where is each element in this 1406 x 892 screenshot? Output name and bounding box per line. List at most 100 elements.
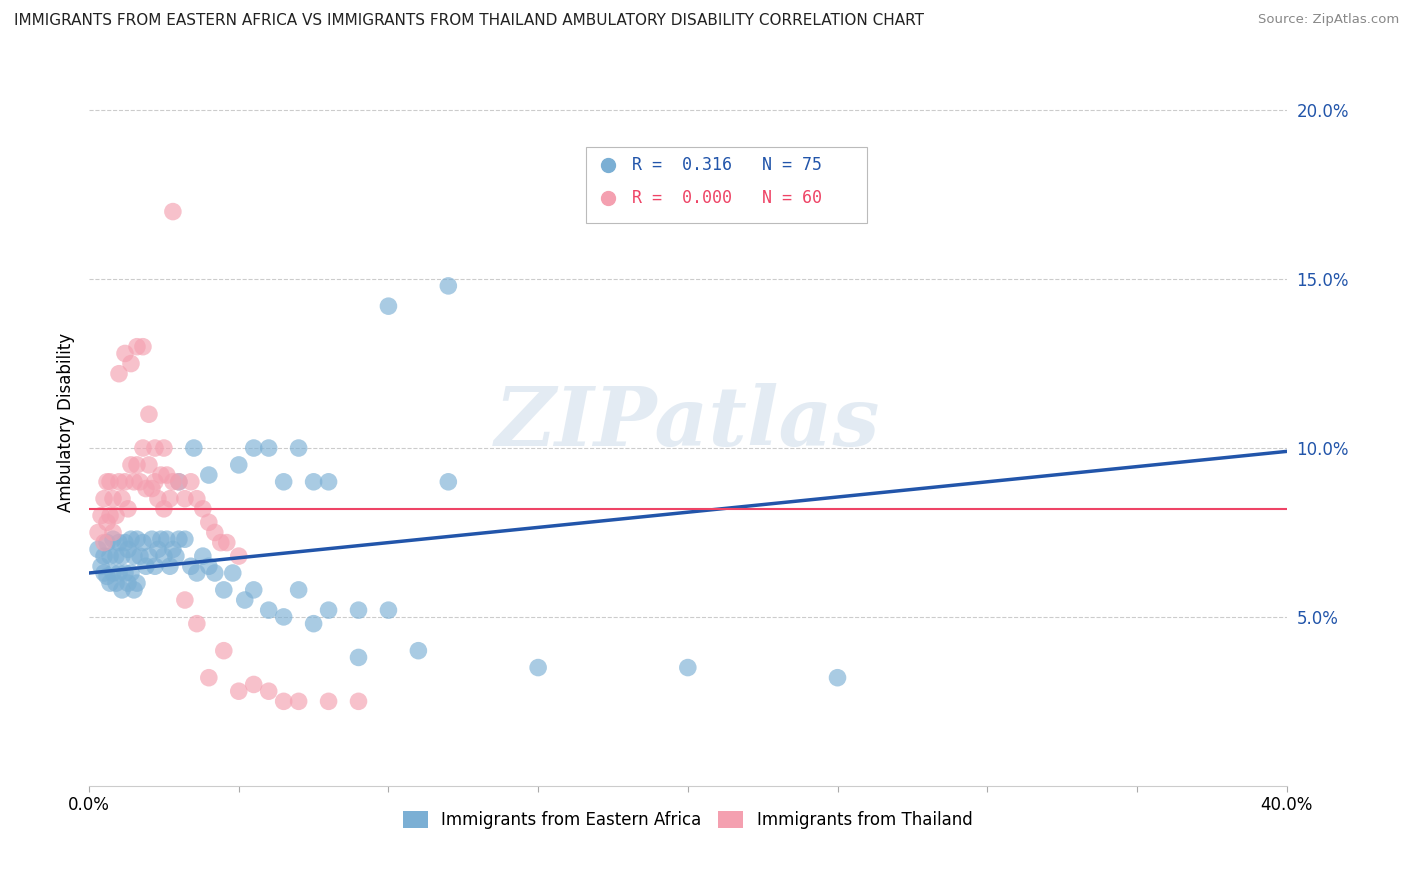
Point (120, 458, 142, 472)
Point (676, 660, 699, 674)
Point (318, 475, 340, 489)
Point (273, 610, 295, 624)
Text: ZIPatlas: ZIPatlas (495, 383, 880, 463)
Point (114, 535, 136, 549)
Point (162, 204, 184, 219)
Point (122, 549, 145, 563)
Point (287, 441, 309, 455)
Point (135, 482, 157, 496)
Point (129, 475, 152, 489)
Point (159, 559, 181, 574)
Point (111, 549, 134, 563)
Point (180, 475, 202, 489)
Point (257, 603, 280, 617)
Point (141, 482, 163, 496)
Point (132, 340, 155, 354)
Point (98, 508, 121, 523)
Point (93, 535, 115, 549)
Point (108, 566, 131, 580)
Point (318, 603, 340, 617)
Point (87, 542, 110, 557)
Point (228, 549, 250, 563)
Point (162, 475, 184, 489)
Point (93, 491, 115, 506)
Point (117, 542, 139, 557)
Point (98, 549, 121, 563)
Point (135, 559, 157, 574)
Point (149, 533, 172, 547)
Point (87, 525, 110, 540)
Point (98, 576, 121, 591)
Point (408, 643, 430, 657)
Point (273, 475, 295, 489)
Point (198, 671, 221, 685)
Point (215, 535, 238, 549)
Point (117, 501, 139, 516)
Point (96, 475, 118, 489)
Point (108, 367, 131, 381)
Point (120, 533, 142, 547)
Point (93, 566, 115, 580)
Point (153, 501, 176, 516)
Point (122, 582, 145, 597)
Point (186, 491, 208, 506)
Point (233, 593, 256, 607)
Point (212, 582, 235, 597)
Point (212, 643, 235, 657)
Point (165, 549, 187, 563)
Point (183, 441, 205, 455)
FancyBboxPatch shape (586, 147, 868, 223)
Point (146, 491, 169, 506)
Point (273, 694, 295, 708)
Point (149, 468, 172, 483)
Point (101, 566, 124, 580)
Point (138, 549, 160, 563)
Point (114, 475, 136, 489)
Point (132, 441, 155, 455)
Point (96, 535, 118, 549)
Point (101, 525, 124, 540)
Point (186, 566, 208, 580)
Text: Source: ZipAtlas.com: Source: ZipAtlas.com (1258, 13, 1399, 27)
Point (437, 279, 460, 293)
Point (153, 441, 176, 455)
Text: R =  0.000   N = 60: R = 0.000 N = 60 (631, 188, 821, 207)
Point (156, 533, 179, 547)
Point (138, 458, 160, 472)
Point (101, 533, 124, 547)
Point (162, 542, 184, 557)
Point (143, 441, 166, 455)
Point (146, 542, 169, 557)
Point (180, 559, 202, 574)
Point (105, 508, 128, 523)
Point (204, 525, 226, 540)
Point (90, 508, 112, 523)
Point (228, 458, 250, 472)
Point (377, 299, 399, 313)
Point (242, 441, 264, 455)
Point (90, 559, 112, 574)
Point (132, 535, 155, 549)
Point (204, 566, 226, 580)
Point (209, 535, 232, 549)
Point (173, 533, 195, 547)
Point (191, 501, 214, 516)
Point (125, 340, 148, 354)
Point (191, 549, 214, 563)
Point (347, 650, 370, 665)
Point (143, 559, 166, 574)
Point (93, 549, 115, 563)
Point (198, 516, 221, 530)
Point (159, 491, 181, 506)
Point (198, 559, 221, 574)
Point (242, 677, 264, 691)
Point (257, 684, 280, 698)
Point (228, 684, 250, 698)
Point (114, 346, 136, 360)
Point (105, 549, 128, 563)
Point (302, 475, 325, 489)
Point (105, 576, 128, 591)
Point (117, 576, 139, 591)
Point (347, 694, 370, 708)
Point (377, 603, 399, 617)
